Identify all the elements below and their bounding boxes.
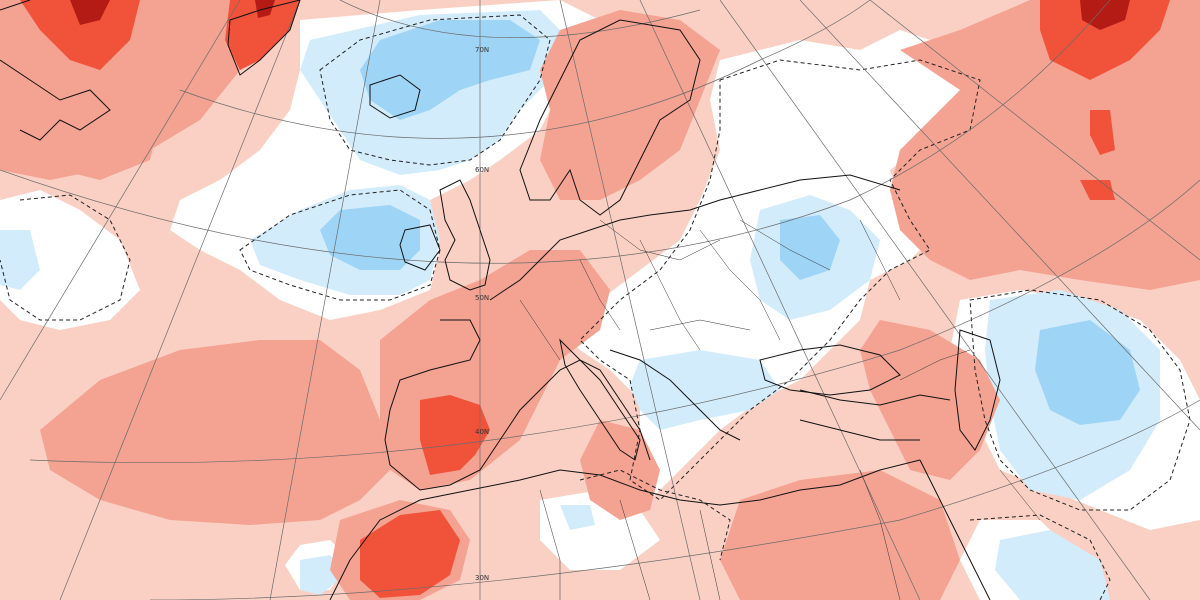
- extreme-greenland: [70, 0, 110, 25]
- coast-continental-europe: [384, 174, 901, 491]
- country-borders: [519, 219, 1041, 600]
- coast-iceland: [369, 74, 421, 119]
- cold-belarus-core: [780, 215, 840, 280]
- contour-med: [579, 469, 731, 561]
- parallel-50n: [0, 0, 1111, 264]
- meridian-30w: [0, 0, 241, 401]
- contour-ireland: [239, 189, 441, 301]
- meridian-20w: [59, 0, 301, 600]
- meridian-30e: [719, 0, 1151, 600]
- warm-egypt: [720, 470, 960, 600]
- contour-west-atlantic: [0, 194, 131, 321]
- coast-british-isles: [399, 179, 491, 291]
- warm-labrador: [60, 100, 160, 180]
- strong-svalbard: [225, 0, 300, 70]
- neutral-west-atlantic: [0, 190, 140, 330]
- warm-strong-areas: [20, 0, 1170, 598]
- meridian-40e: [799, 0, 1200, 431]
- cold-libya-spot: [560, 505, 595, 530]
- warm-extreme-areas: [70, 0, 1130, 30]
- meridian-50e: [869, 0, 1200, 261]
- cold-iceland-core: [360, 20, 540, 120]
- borders-europe: [519, 219, 901, 361]
- coast-north-africa: [329, 459, 921, 600]
- coast-greenland: [0, 0, 301, 141]
- label-30n: 30N: [475, 574, 489, 582]
- warm-central-atlantic: [40, 340, 390, 525]
- coast-red-sea: [919, 459, 991, 600]
- meridian-10e: [559, 0, 701, 600]
- meridian-10w: [269, 0, 381, 600]
- parallel-60n: [179, 0, 871, 139]
- cold-caspian-core: [1035, 320, 1140, 425]
- warm-russia: [890, 0, 1200, 290]
- zero-anomaly-contours: [0, 14, 1191, 600]
- cold-arabia: [995, 530, 1110, 600]
- strong-russia-spot-1: [1090, 110, 1115, 155]
- strong-urals: [1040, 0, 1170, 80]
- borders-africa-mideast: [539, 349, 1041, 600]
- extreme-urals: [1080, 0, 1130, 30]
- latitude-labels: 70N 60N 50N 40N 30N: [475, 46, 489, 582]
- strong-spain: [420, 395, 490, 475]
- coastlines: [0, 0, 1001, 600]
- contour-arabia: [969, 514, 1111, 600]
- meridian-20e: [639, 0, 921, 600]
- coast-caspian: [954, 329, 1001, 451]
- label-70n: 70N: [475, 46, 489, 54]
- strong-morocco: [360, 510, 460, 598]
- parallel-40n: [29, 179, 1200, 464]
- contour-eastern-europe: [579, 59, 981, 501]
- coast-black-sea: [759, 344, 901, 396]
- label-50n: 50N: [475, 294, 489, 302]
- cold-anomaly-areas: [0, 10, 1160, 600]
- strong-greenland: [20, 0, 140, 70]
- label-60n: 60N: [475, 166, 489, 174]
- warm-scandinavia: [540, 10, 720, 200]
- coast-scandinavia: [519, 19, 701, 216]
- cold-mid-atlantic: [0, 230, 40, 290]
- coast-turkey: [799, 389, 951, 441]
- contour-caspian: [969, 289, 1191, 511]
- coast-italy: [559, 338, 641, 461]
- warm-central-med: [580, 420, 660, 520]
- strong-russia-spot-2: [1080, 180, 1115, 200]
- label-40n: 40N: [475, 428, 489, 436]
